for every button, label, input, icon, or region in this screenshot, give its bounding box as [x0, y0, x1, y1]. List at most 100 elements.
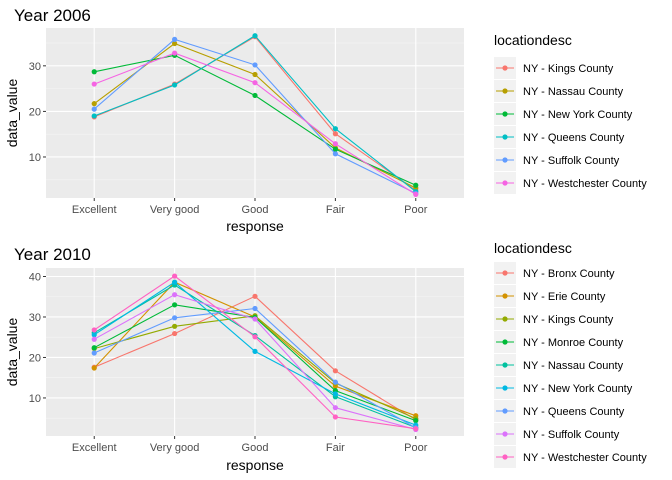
x-axis-title: response	[226, 218, 284, 234]
data-point	[332, 151, 338, 157]
x-tick-label: Good	[242, 204, 269, 216]
data-point	[413, 182, 419, 188]
legend-title: locationdesc	[494, 32, 572, 48]
data-point	[172, 330, 178, 337]
data-point	[172, 292, 178, 298]
legend-label: NY - Kings County	[523, 63, 614, 75]
legend-item: NY - Nassau County	[494, 354, 624, 376]
data-point	[91, 69, 97, 75]
legend-item: NY - Westchester County	[494, 172, 647, 194]
legend-label: NY - Bronx County	[523, 268, 615, 280]
data-point	[252, 334, 258, 340]
x-tick-label: Excellent	[72, 204, 117, 216]
legend-item: NY - Suffolk County	[494, 423, 620, 445]
data-point	[172, 323, 178, 329]
data-point	[332, 131, 338, 137]
data-point	[332, 391, 338, 397]
data-point	[332, 368, 338, 374]
y-tick-label: 10	[29, 393, 41, 405]
legend-item: NY - Kings County	[494, 308, 614, 330]
legend-key-point	[502, 180, 508, 186]
x-tick-label: Poor	[404, 204, 428, 216]
chart-title: Year 2006	[14, 6, 91, 25]
data-point	[91, 113, 97, 119]
legend-item: NY - New York County	[494, 103, 633, 125]
y-tick-label: 20	[29, 352, 41, 364]
legend-key-point	[502, 362, 508, 368]
x-tick-label: Poor	[404, 442, 428, 454]
legend-label: NY - New York County	[523, 109, 633, 121]
y-tick-label: 10	[29, 152, 41, 164]
legend-item: NY - Bronx County	[494, 262, 615, 284]
data-point	[332, 379, 338, 385]
legend-key-point	[502, 270, 508, 276]
data-point	[413, 191, 419, 197]
data-point	[252, 305, 258, 312]
legend-label: NY - Suffolk County	[523, 155, 620, 167]
legend-item: NY - Queens County	[494, 126, 625, 148]
x-tick-label: Very good	[150, 204, 200, 216]
y-tick-label: 30	[29, 61, 41, 73]
legend-key-point	[502, 316, 508, 322]
legend-key-point	[502, 293, 508, 299]
data-point	[172, 273, 178, 279]
legend-title: locationdesc	[494, 240, 572, 256]
legend-key-point	[502, 157, 508, 163]
x-tick-label: Fair	[326, 204, 345, 216]
series-9	[91, 273, 419, 432]
legend-item: NY - Monroe County	[494, 331, 624, 353]
data-point	[172, 315, 178, 321]
legend-key-point	[502, 134, 508, 140]
legend-label: NY - Westchester County	[523, 452, 647, 464]
x-tick-label: Fair	[326, 442, 345, 454]
legend-label: NY - Queens County	[523, 132, 625, 144]
legend-key-point	[502, 408, 508, 414]
data-point	[413, 418, 419, 424]
data-point	[91, 350, 97, 356]
data-point	[91, 81, 97, 87]
legend-key-point	[502, 88, 508, 94]
legend-label: NY - Westchester County	[523, 178, 647, 190]
legend-item: NY - Suffolk County	[494, 149, 620, 171]
chart-panel-1: Year 2006 10 20 30 Excellent Very good Good Fai…	[4, 6, 647, 234]
y-axis-title: data_value	[4, 79, 20, 148]
legend-key-point	[502, 65, 508, 71]
legend-item: NY - Erie County	[494, 285, 606, 307]
legend-item: NY - Queens County	[494, 400, 625, 422]
y-tick-label: 40	[29, 272, 41, 284]
data-point	[172, 50, 178, 56]
data-point	[252, 62, 258, 68]
legend-label: NY - New York County	[523, 383, 633, 395]
legend-item: NY - New York County	[494, 377, 633, 399]
x-tick-label: Excellent	[72, 442, 117, 454]
data-point	[91, 345, 97, 351]
legend-key-point	[502, 454, 508, 460]
data-point	[172, 82, 178, 88]
legend-key-point	[502, 385, 508, 391]
data-point	[91, 336, 97, 342]
legend-item: NY - Westchester County	[494, 446, 647, 468]
series-8	[91, 292, 419, 433]
legend-label: NY - Nassau County	[523, 360, 624, 372]
data-point	[252, 92, 258, 99]
legend-label: NY - Suffolk County	[523, 429, 620, 441]
data-point	[172, 40, 178, 47]
data-point	[252, 80, 258, 86]
data-point	[252, 316, 258, 322]
x-axis-title: response	[226, 457, 284, 473]
data-point	[172, 36, 178, 42]
legend: locationdesc NY - Kings County NY - Nassau…	[494, 32, 647, 194]
data-point	[332, 405, 338, 411]
data-point	[91, 106, 97, 112]
data-point	[172, 302, 178, 308]
data-point	[172, 279, 178, 285]
legend-label: NY - Queens County	[523, 406, 625, 418]
data-point	[332, 141, 338, 147]
data-point	[91, 332, 97, 338]
data-point	[413, 426, 419, 432]
legend-label: NY - Nassau County	[523, 86, 624, 98]
data-point	[252, 348, 258, 354]
legend-label: NY - Monroe County	[523, 337, 624, 349]
